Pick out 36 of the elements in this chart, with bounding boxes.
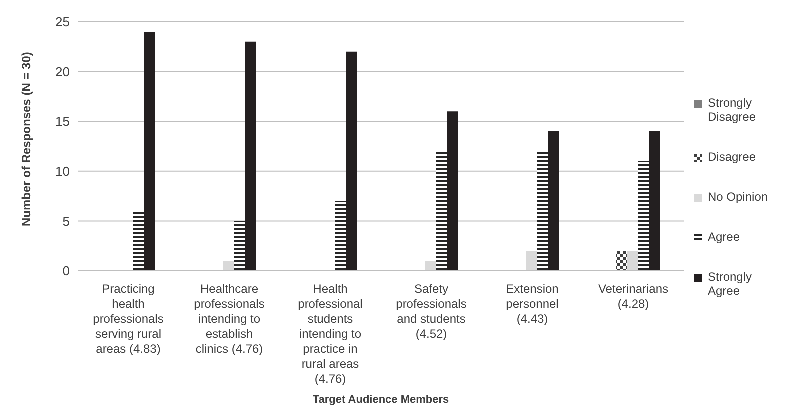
- y-tick-label: 0: [62, 264, 70, 279]
- x-tick-label: Healthcare professionals intending to establish clinics (4.76): [194, 282, 265, 356]
- bar: [447, 112, 458, 271]
- x-tick-label: Practicing health professionals serving rural areas (4.83): [93, 282, 164, 356]
- y-tick-label: 20: [56, 64, 70, 80]
- x-tick-label: Extension personnel (4.43): [506, 282, 559, 326]
- legend-label: No Opinion: [708, 190, 770, 204]
- legend-label: Agree: [708, 230, 742, 244]
- x-tick-label: Safety professionals and students (4.52): [396, 282, 467, 341]
- bar: [133, 211, 144, 271]
- y-tick-label: 10: [56, 164, 70, 180]
- legend-label: Disagree: [708, 150, 758, 164]
- legend-label: Strongly Disagree: [708, 96, 758, 124]
- x-axis-title: Target Audience Members: [312, 394, 450, 406]
- bar: [627, 251, 638, 271]
- bar: [346, 52, 358, 271]
- bar: [335, 201, 346, 271]
- bar: [526, 251, 538, 271]
- y-tick-label: 15: [56, 114, 70, 130]
- y-axis-title: Number of Responses (N = 30): [19, 52, 34, 226]
- legend-label: Strongly Agree: [708, 270, 754, 298]
- bar: [223, 261, 234, 271]
- bar: [616, 251, 628, 271]
- bar: [144, 32, 156, 271]
- bar: [436, 151, 448, 271]
- y-tick-label: 25: [56, 14, 70, 30]
- bar: [638, 161, 650, 271]
- bar: [234, 221, 246, 271]
- bar: [245, 42, 256, 271]
- bar: [649, 132, 660, 271]
- x-tick-label: Veterinarians (4.28): [598, 282, 669, 311]
- bar: [425, 261, 436, 271]
- x-tick-label: Health professional students intending to practice in rural areas (4.76): [298, 282, 363, 386]
- bar: [537, 151, 548, 271]
- bar: [548, 132, 560, 271]
- y-tick-label: 5: [62, 214, 70, 229]
